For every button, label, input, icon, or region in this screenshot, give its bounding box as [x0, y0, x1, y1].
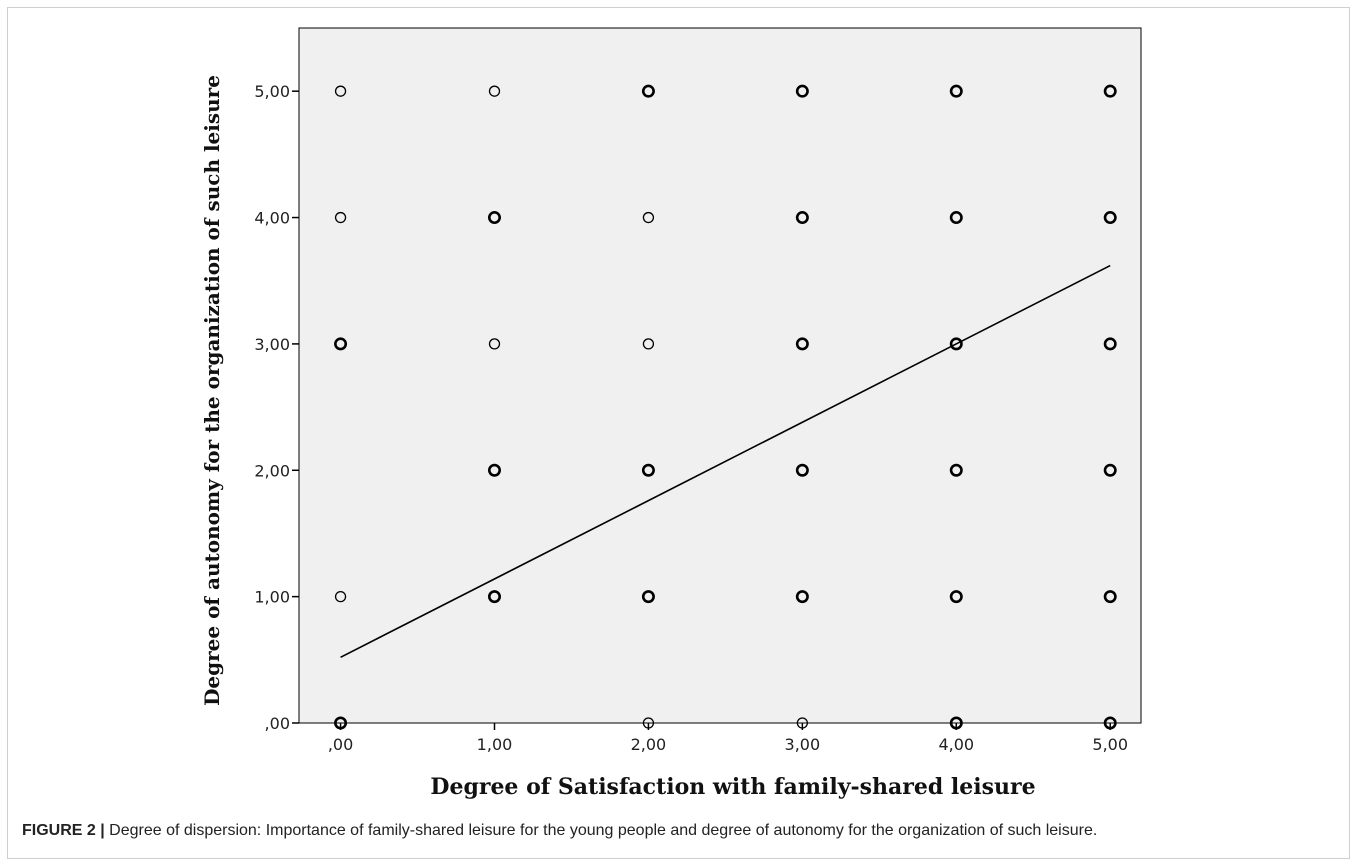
data-point [641, 463, 655, 477]
data-point [949, 463, 963, 477]
data-point [795, 337, 809, 351]
data-point [487, 463, 501, 477]
data-point [1103, 716, 1117, 730]
data-point [642, 338, 655, 350]
data-point [949, 716, 963, 730]
data-point [334, 211, 347, 224]
data-point [1103, 337, 1117, 351]
y-axis-title: Degree of autonomy for the organization … [200, 75, 224, 706]
y-tick-label: ,00 [265, 714, 290, 733]
data-point [488, 85, 501, 97]
data-point [642, 717, 655, 729]
data-point [334, 337, 348, 351]
plot-area [298, 27, 1142, 724]
x-axis-title: Degree of Satisfaction with family-share… [430, 774, 1035, 800]
x-tick-label: 4,00 [938, 735, 974, 754]
data-point [487, 211, 501, 225]
data-point [641, 590, 655, 604]
data-point [795, 211, 809, 225]
data-point [642, 211, 655, 224]
data-point [1103, 590, 1117, 604]
data-point [796, 717, 809, 729]
data-point [949, 211, 963, 225]
y-tick-label: 2,00 [254, 461, 290, 480]
x-axis: ,00 1,00 2,00 3,00 4,00 5,00 [328, 723, 1128, 754]
y-tick-label: 1,00 [254, 588, 290, 607]
data-point [641, 84, 655, 98]
x-tick-label: 2,00 [631, 735, 667, 754]
data-point [1103, 463, 1117, 477]
x-tick-label: 3,00 [785, 735, 821, 754]
data-point [487, 590, 501, 604]
data-point [795, 590, 809, 604]
y-tick-label: 4,00 [254, 209, 290, 228]
fit-line [340, 264, 1111, 659]
data-point [488, 338, 501, 350]
y-tick-label: 3,00 [254, 335, 290, 354]
data-point [795, 84, 809, 98]
data-point [334, 590, 347, 603]
x-tick-label: 1,00 [477, 735, 513, 754]
data-point [949, 337, 963, 351]
y-axis: ,00 1,00 2,00 3,00 4,00 5,00 [254, 82, 299, 733]
caption-label: FIGURE 2 | [22, 822, 105, 839]
data-point [1103, 84, 1117, 98]
data-point [949, 590, 963, 604]
x-tick-label: 5,00 [1092, 735, 1128, 754]
figure-caption: FIGURE 2 | Degree of dispersion: Importa… [22, 822, 1332, 840]
caption-text: Degree of dispersion: Importance of fami… [104, 822, 1098, 839]
data-point [334, 716, 348, 730]
data-point [795, 463, 809, 477]
data-points [334, 84, 1117, 730]
data-point [949, 84, 963, 98]
y-tick-label: 5,00 [254, 82, 290, 101]
x-tick-label: ,00 [328, 735, 353, 754]
data-point [334, 85, 347, 97]
data-point [1103, 211, 1117, 225]
